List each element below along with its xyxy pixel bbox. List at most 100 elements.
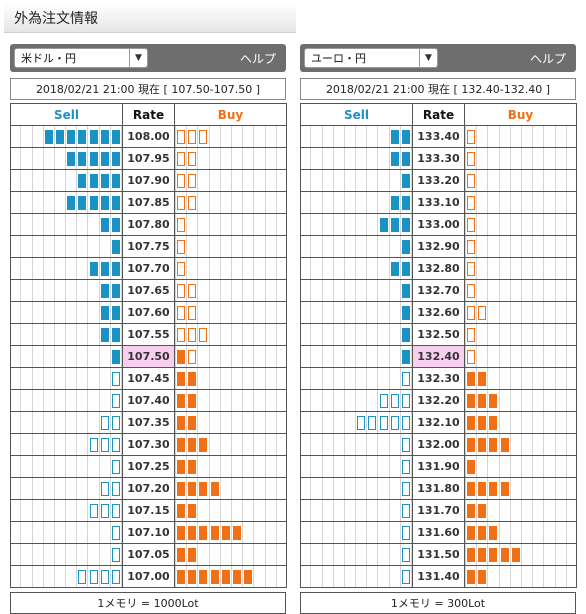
sell-cell (300, 455, 413, 478)
grid-slot (554, 412, 566, 433)
help-link[interactable]: ヘルプ (529, 51, 566, 66)
lot-scale-note: 1メモリ = 300Lot (300, 592, 576, 614)
buy-unit-block (188, 173, 197, 188)
rate-cell: 131.70 (412, 499, 465, 522)
grid-slot (10, 236, 22, 257)
grid-slot (253, 236, 264, 257)
grid-slot (242, 566, 253, 587)
buy-volume-bar (175, 478, 286, 499)
buy-unit-block (188, 129, 197, 144)
grid-slot (55, 236, 67, 257)
sell-cell (300, 367, 413, 390)
grid-slot (242, 434, 253, 455)
grid-slot (44, 170, 55, 191)
grid-slot (88, 302, 100, 323)
grid-slot (498, 126, 510, 147)
rate-cell: 107.80 (122, 213, 175, 236)
grid-slot (378, 390, 390, 411)
buy-volume-bar (175, 258, 286, 279)
buy-cell (464, 257, 577, 280)
grid-slot (197, 456, 208, 477)
grid-slot (186, 522, 197, 543)
grid-slot (532, 478, 543, 499)
grid-slot (88, 566, 100, 587)
grid-slot (66, 170, 78, 191)
buy-cell (464, 521, 577, 544)
grid-slot (197, 214, 208, 235)
grid-slot (334, 434, 345, 455)
grid-slot (367, 500, 379, 521)
grid-slot (300, 192, 312, 213)
buy-cell (464, 411, 577, 434)
grid-slot (197, 368, 208, 389)
buy-volume-bar (465, 280, 576, 301)
grid-slot (242, 478, 253, 499)
grid-slot (242, 280, 253, 301)
sell-unit-block (100, 195, 109, 210)
grid-slot (356, 192, 368, 213)
sell-cell (300, 477, 413, 500)
grid-slot (378, 522, 390, 543)
grid-slot (175, 170, 186, 191)
grid-slot (186, 456, 197, 477)
grid-slot (311, 192, 323, 213)
grid-slot (498, 280, 510, 301)
grid-slot (230, 368, 242, 389)
grid-slot (253, 566, 264, 587)
grid-slot (197, 412, 208, 433)
sell-header: Sell (300, 103, 413, 126)
buy-unit-block (489, 393, 498, 408)
grid-slot (465, 236, 476, 257)
grid-slot (465, 478, 476, 499)
grid-slot (532, 324, 543, 345)
grid-slot (66, 478, 78, 499)
buy-volume-bar (465, 500, 576, 521)
sell-unit-block (67, 195, 76, 210)
sell-cell (300, 191, 413, 214)
grid-slot (520, 500, 532, 521)
buy-cell (464, 125, 577, 148)
buy-volume-bar (465, 302, 576, 323)
sell-unit-block (368, 415, 377, 430)
grid-slot (367, 522, 379, 543)
grid-slot (378, 258, 390, 279)
grid-slot (345, 192, 357, 213)
help-link[interactable]: ヘルプ (239, 51, 276, 66)
grid-slot (390, 214, 401, 235)
currency-pair-select[interactable]: ユーロ・円 ▼ (304, 48, 438, 68)
grid-slot (10, 522, 22, 543)
currency-pair-select[interactable]: 米ドル・円 ▼ (14, 48, 148, 68)
grid-slot (300, 478, 312, 499)
grid-slot (33, 258, 44, 279)
grid-slot (532, 544, 543, 565)
buy-header: Buy (174, 103, 287, 126)
grid-slot (253, 522, 264, 543)
buy-volume-bar (175, 412, 286, 433)
grid-slot (487, 170, 498, 191)
grid-slot (323, 192, 334, 213)
grid-slot (498, 522, 510, 543)
grid-slot (532, 456, 543, 477)
sell-cell (300, 411, 413, 434)
grid-slot (476, 544, 487, 565)
grid-slot (334, 500, 345, 521)
grid-slot (253, 258, 264, 279)
sell-cell (10, 235, 123, 258)
grid-slot (197, 258, 208, 279)
grid-slot (487, 390, 498, 411)
grid-slot (44, 280, 55, 301)
buy-unit-block (478, 525, 487, 540)
sell-unit-block (111, 503, 120, 518)
rate-cell: 133.40 (412, 125, 465, 148)
grid-slot (390, 346, 401, 367)
order-book-row: 132.20 (300, 389, 577, 412)
sell-unit-block (379, 415, 388, 430)
grid-slot (356, 324, 368, 345)
grid-slot (401, 478, 412, 499)
grid-slot (100, 302, 111, 323)
order-book-row: 107.90 (10, 169, 287, 192)
grid-slot (230, 170, 242, 191)
grid-slot (33, 324, 44, 345)
grid-slot (264, 456, 276, 477)
sell-unit-block (401, 129, 410, 144)
